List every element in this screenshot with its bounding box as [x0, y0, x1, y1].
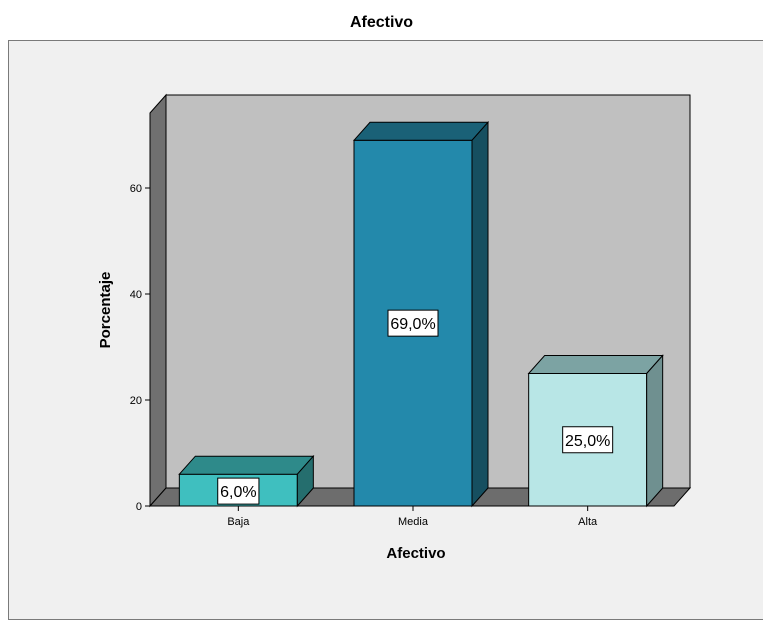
bar-top-alta — [527, 355, 664, 374]
y-tick-label: 20 — [130, 395, 142, 407]
x-tick-label: Media — [398, 516, 429, 528]
data-label-box — [562, 426, 614, 454]
y-tick-label: 0 — [136, 501, 142, 513]
x-tick-label: Alta — [578, 516, 598, 528]
y-axis-title: Porcentaje — [97, 272, 114, 349]
data-label: 6,0% — [220, 484, 256, 501]
data-label-box — [387, 309, 439, 337]
y-tick-label: 60 — [130, 183, 142, 195]
x-tick-label: Baja — [227, 516, 250, 528]
data-label: 25,0% — [565, 433, 610, 450]
data-label-box — [217, 477, 260, 505]
bar-side-baja — [296, 454, 314, 508]
x-axis-title: Afectivo — [386, 545, 445, 562]
side-wall — [149, 93, 167, 508]
bar-side-alta — [646, 354, 664, 508]
chart-title: Afectivo — [349, 14, 414, 31]
y-tick-label: 40 — [130, 289, 142, 301]
bar-top-baja — [178, 455, 315, 475]
bar-side-media — [471, 120, 489, 508]
data-label: 69,0% — [390, 316, 435, 333]
bar-top-media — [352, 121, 490, 141]
